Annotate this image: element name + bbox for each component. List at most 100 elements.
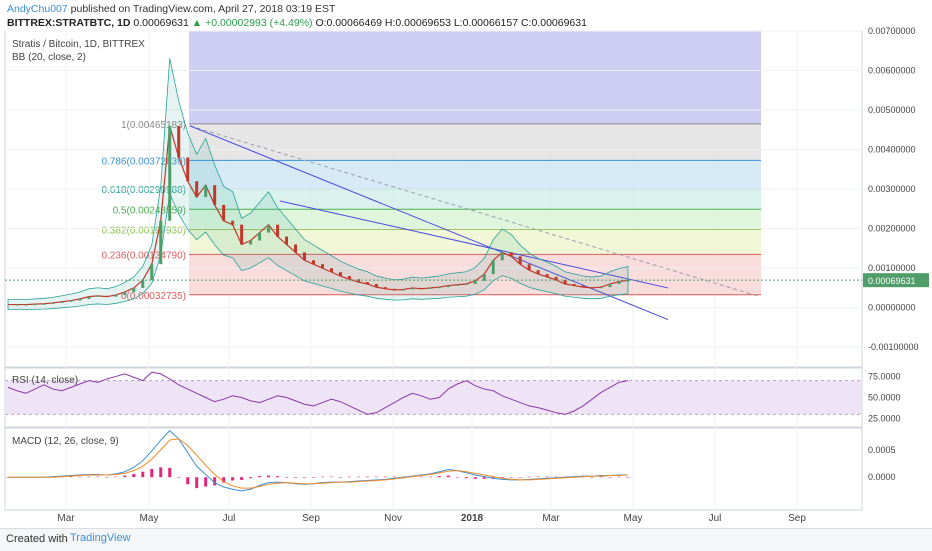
price-candle bbox=[15, 304, 19, 306]
macd-histogram-bar bbox=[626, 477, 630, 478]
macd-histogram-bar bbox=[500, 477, 504, 479]
x-tick-label: 2018 bbox=[461, 513, 484, 524]
macd-histogram-bar bbox=[545, 476, 549, 478]
trendline-dashed bbox=[189, 125, 761, 298]
price-candle bbox=[87, 296, 91, 300]
price-candle bbox=[114, 295, 118, 297]
price-candle bbox=[177, 125, 181, 158]
price-candle bbox=[320, 264, 324, 269]
price-candle bbox=[554, 276, 558, 281]
macd-histogram-bar bbox=[518, 477, 522, 478]
price-candle bbox=[545, 274, 549, 277]
price-candle bbox=[213, 185, 217, 205]
macd-histogram-bar bbox=[338, 477, 342, 478]
fib-label: 0.236(0.00134790) bbox=[101, 250, 186, 261]
price-candle bbox=[581, 285, 585, 288]
rsi-line bbox=[7, 371, 629, 415]
footer-created: Created with bbox=[6, 533, 68, 545]
tradingview-logo[interactable]: TradingView bbox=[70, 532, 131, 544]
price-candle bbox=[33, 304, 37, 306]
price-candle bbox=[446, 285, 450, 288]
x-tick-label: May bbox=[140, 513, 159, 524]
macd-title: MACD (12, 26, close, 9) bbox=[12, 436, 119, 447]
macd-histogram-bar bbox=[347, 476, 351, 478]
macd-histogram-bar bbox=[186, 477, 190, 485]
y-tick-label: 0.00500000 bbox=[868, 105, 916, 115]
price-candle bbox=[258, 232, 262, 241]
price-candle bbox=[42, 303, 46, 305]
price-candle bbox=[608, 283, 612, 288]
price-candle bbox=[392, 288, 396, 290]
x-tick-label: Nov bbox=[384, 513, 402, 524]
macd-histogram-bar bbox=[123, 475, 127, 478]
tradingview-chart[interactable]: Mar May Jul Sep Nov 2018 Mar May Jul Sep 1(0.00465… bbox=[0, 0, 932, 528]
author-link[interactable]: AndyChu007 bbox=[7, 3, 68, 15]
price-candle bbox=[105, 295, 109, 297]
macd-histogram-bar bbox=[276, 476, 280, 478]
x-tick-label: May bbox=[624, 513, 643, 524]
price-candle bbox=[204, 185, 208, 198]
macd-tick-label: 0.0005 bbox=[868, 445, 896, 455]
price-candle bbox=[536, 270, 540, 275]
price-candle bbox=[294, 244, 298, 253]
price-candle bbox=[276, 224, 280, 237]
macd-histogram-bar bbox=[599, 476, 603, 478]
price-candle bbox=[186, 157, 190, 182]
macd-histogram-bar bbox=[231, 477, 235, 481]
macd-histogram-bar bbox=[168, 467, 172, 478]
trendline-second bbox=[279, 200, 669, 289]
price-candle bbox=[374, 283, 378, 288]
macd-histogram-bar bbox=[204, 477, 208, 487]
macd-histogram-bar bbox=[177, 477, 181, 478]
last-price-label: 0.00069631 bbox=[868, 276, 916, 286]
y-tick-label: 0.00300000 bbox=[868, 184, 916, 194]
macd-histogram-bar bbox=[249, 477, 253, 479]
macd-histogram-bar bbox=[437, 476, 441, 478]
rsi-title: RSI (14, close) bbox=[12, 375, 78, 386]
macd-histogram-bar bbox=[590, 477, 594, 478]
macd-histogram-bar bbox=[105, 477, 109, 478]
fib-zone bbox=[189, 189, 761, 210]
rsi-tick-label: 25.0000 bbox=[868, 414, 901, 424]
macd-histogram-bar bbox=[554, 476, 558, 478]
footer-bar: Created with TradingView bbox=[0, 528, 932, 551]
macd-histogram-bar bbox=[428, 476, 432, 478]
last-price: 0.00069631 bbox=[133, 17, 189, 29]
price-candle bbox=[491, 260, 495, 275]
fib-zone bbox=[189, 160, 761, 190]
macd-histogram-bar bbox=[96, 476, 100, 478]
price-candle bbox=[222, 204, 226, 221]
price-candle bbox=[383, 287, 387, 289]
macd-histogram-bar bbox=[240, 477, 244, 480]
price-candle bbox=[231, 220, 235, 225]
price-candle bbox=[267, 224, 271, 233]
price-candle bbox=[240, 224, 244, 245]
price-candle bbox=[141, 280, 145, 288]
price-candle bbox=[599, 287, 603, 289]
fib-zone bbox=[189, 209, 761, 230]
fib-label: 1(0.00465183) bbox=[121, 120, 186, 131]
macd-histogram-bar bbox=[285, 477, 289, 478]
price-candle bbox=[500, 252, 504, 261]
y-tick-label: 0.00000000 bbox=[868, 303, 916, 313]
price-candle bbox=[195, 181, 199, 198]
price-candle bbox=[464, 283, 468, 285]
price-candle bbox=[455, 284, 459, 286]
x-tick-label: Mar bbox=[542, 513, 560, 524]
rsi-tick-label: 50.0000 bbox=[868, 393, 901, 403]
macd-histogram-bar bbox=[383, 476, 387, 478]
y-tick-label: 0.00400000 bbox=[868, 145, 916, 155]
publish-text: published on TradingView.com, April 27, … bbox=[70, 3, 336, 15]
price-candle bbox=[338, 272, 342, 277]
macd-histogram-bar bbox=[455, 477, 459, 478]
price-candle bbox=[132, 287, 136, 292]
macd-histogram-bar bbox=[536, 476, 540, 478]
macd-histogram-bar bbox=[69, 476, 73, 478]
macd-histogram-bar bbox=[320, 476, 324, 478]
price-candle bbox=[419, 287, 423, 289]
y-tick-label: 0.00600000 bbox=[868, 66, 916, 76]
macd-histogram-bar bbox=[222, 477, 226, 483]
price-candle bbox=[428, 287, 432, 289]
macd-histogram-bar bbox=[87, 476, 91, 478]
macd-histogram-bar bbox=[356, 476, 360, 478]
